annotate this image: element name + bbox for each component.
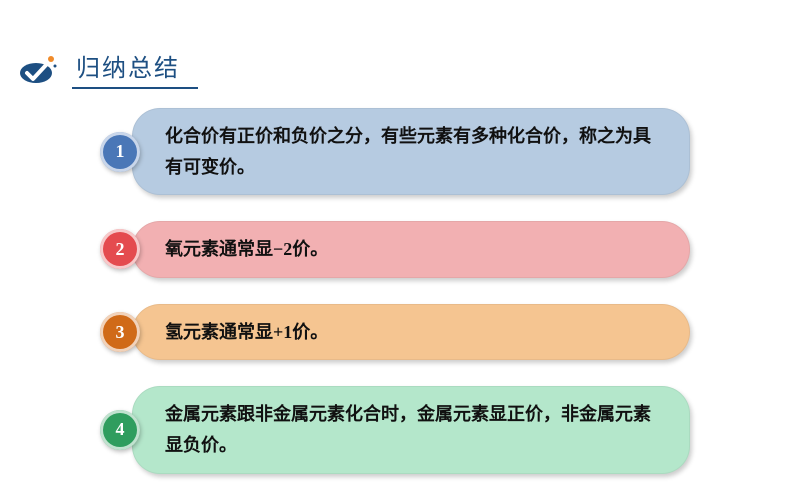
item-text: 金属元素跟非金属元素化合时，金属元素显正价，非金属元素显负价。 (132, 386, 690, 473)
summary-item: 3氢元素通常显+1价。 (100, 304, 690, 361)
summary-item: 4金属元素跟非金属元素化合时，金属元素显正价，非金属元素显负价。 (100, 386, 690, 473)
item-text: 氧元素通常显−2价。 (132, 221, 690, 278)
item-badge: 4 (100, 410, 140, 450)
item-text: 化合价有正价和负价之分，有些元素有多种化合价，称之为具有可变价。 (132, 108, 690, 195)
page-title: 归纳总结 (76, 48, 180, 83)
item-badge: 1 (100, 132, 140, 172)
item-badge: 2 (100, 229, 140, 269)
logo-icon (18, 53, 58, 85)
title-underline: 归纳总结 (72, 48, 198, 89)
item-text: 氢元素通常显+1价。 (132, 304, 690, 361)
summary-list: 1化合价有正价和负价之分，有些元素有多种化合价，称之为具有可变价。 2氧元素通常显… (100, 108, 690, 500)
summary-item: 2氧元素通常显−2价。 (100, 221, 690, 278)
item-badge: 3 (100, 312, 140, 352)
header: 归纳总结 (18, 48, 198, 89)
summary-item: 1化合价有正价和负价之分，有些元素有多种化合价，称之为具有可变价。 (100, 108, 690, 195)
